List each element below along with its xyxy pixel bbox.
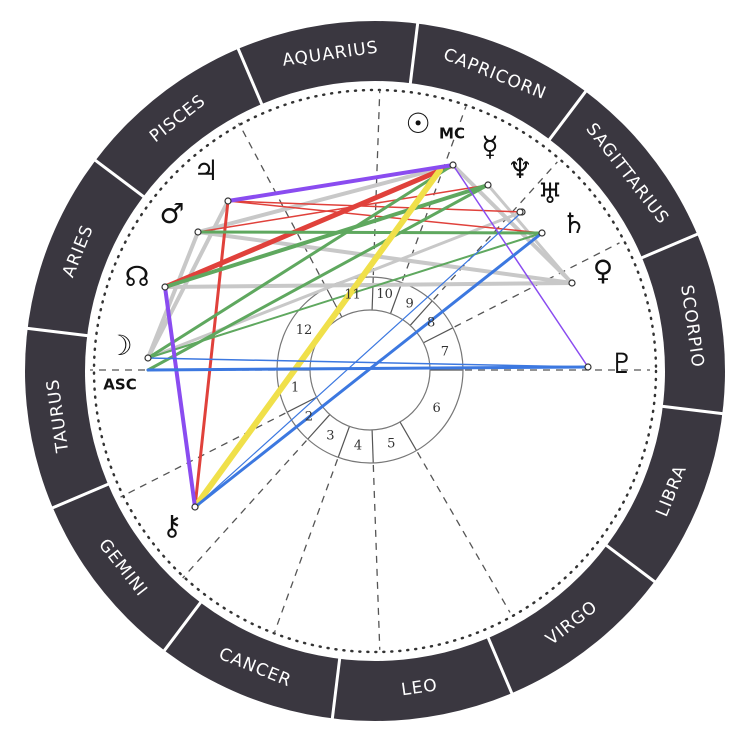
house-cusp-dash bbox=[237, 122, 326, 287]
house-number: 2 bbox=[305, 409, 313, 424]
aspect-line bbox=[163, 281, 574, 289]
sign-separator bbox=[408, 22, 420, 85]
house-cusp bbox=[371, 277, 374, 311]
planet-point bbox=[191, 503, 199, 511]
inner-disc bbox=[85, 81, 665, 661]
house-cusp bbox=[409, 300, 433, 326]
degree-ring bbox=[92, 88, 658, 654]
planet-glyph: ♄ bbox=[561, 207, 586, 240]
aspect-line bbox=[227, 200, 523, 213]
aspect-line bbox=[196, 230, 544, 235]
aspect-line bbox=[146, 163, 455, 360]
aspect-line bbox=[192, 167, 443, 510]
planet-glyph: ☿ bbox=[481, 130, 498, 163]
sign-separator bbox=[93, 158, 146, 199]
house-cusp bbox=[371, 429, 374, 463]
house-number: 1 bbox=[291, 380, 299, 395]
planets: ☉ ☿ ♆♅♄♀ ♇ ♃ ♂ ☊ ☽ ⚷ bbox=[107, 107, 634, 542]
planet-glyph: ♃ bbox=[193, 154, 218, 187]
planet-point bbox=[161, 283, 169, 291]
house-cusp-dash bbox=[120, 412, 286, 498]
house-number: 10 bbox=[376, 287, 393, 302]
aspect-line bbox=[451, 163, 574, 285]
house-number: 5 bbox=[387, 437, 395, 452]
sign-separator bbox=[330, 657, 342, 720]
aspect-lines bbox=[146, 162, 590, 510]
aspect-line bbox=[147, 357, 589, 368]
house-cusps bbox=[90, 90, 650, 650]
house-cusp-dash bbox=[182, 440, 307, 579]
sign-separator bbox=[640, 232, 699, 260]
house-cusp-dash bbox=[416, 451, 511, 613]
aspect-line bbox=[193, 231, 544, 509]
sign-separator bbox=[604, 543, 657, 584]
planet-point bbox=[568, 279, 576, 287]
planet-glyph: ♀ bbox=[593, 254, 614, 287]
planet-glyph: ☉ bbox=[405, 107, 430, 140]
house-cusp-dash bbox=[372, 464, 381, 650]
house-cusp bbox=[389, 282, 403, 314]
house-number: 9 bbox=[406, 296, 414, 311]
aspect-line bbox=[196, 163, 455, 234]
sign-separator bbox=[51, 482, 110, 510]
aspect-line bbox=[196, 230, 574, 285]
aspect-line bbox=[146, 210, 524, 360]
planet-glyph: ♇ bbox=[609, 347, 634, 380]
planet-point bbox=[224, 197, 232, 205]
sign-separator bbox=[547, 89, 588, 142]
house-number: 11 bbox=[344, 287, 361, 302]
sign-separator bbox=[486, 636, 514, 695]
aspect-line bbox=[193, 199, 230, 509]
house-cusp bbox=[337, 426, 351, 458]
planet-point bbox=[449, 161, 457, 169]
house-number: 12 bbox=[296, 323, 313, 338]
aspect-line bbox=[163, 183, 490, 289]
house-cusp bbox=[286, 396, 317, 413]
aspect-line bbox=[146, 230, 200, 360]
planet-point bbox=[516, 208, 524, 216]
aspect-line bbox=[197, 184, 489, 233]
planet-glyph: ⚷ bbox=[162, 509, 183, 542]
house-number: 8 bbox=[427, 316, 435, 331]
aspect-line bbox=[163, 285, 197, 509]
aspect-line bbox=[194, 211, 523, 508]
aspect-line bbox=[226, 163, 455, 203]
house-cusp-dash bbox=[372, 90, 381, 276]
planet-point bbox=[484, 181, 492, 189]
sign-separator bbox=[236, 47, 264, 106]
house-number: 3 bbox=[326, 429, 334, 444]
house-cusp-dash bbox=[273, 459, 339, 634]
planet-glyph: ☽ bbox=[107, 329, 132, 362]
planet-glyph: ♂ bbox=[159, 197, 184, 230]
planet-point bbox=[584, 363, 592, 371]
planet-point bbox=[144, 354, 152, 362]
sign-separator bbox=[162, 600, 203, 653]
sign-separator bbox=[26, 326, 89, 338]
aspect-line bbox=[162, 162, 456, 290]
mc-label: MC bbox=[439, 125, 465, 143]
planet-glyph: ☊ bbox=[125, 260, 150, 293]
planet-point bbox=[194, 228, 202, 236]
house-number: 4 bbox=[354, 439, 362, 454]
house-cusp-dash bbox=[433, 161, 558, 300]
planet-point bbox=[538, 229, 546, 237]
house-cusp bbox=[399, 421, 418, 451]
house-number: 6 bbox=[433, 401, 441, 416]
house-cusp bbox=[423, 327, 454, 344]
planet-glyph: ♆ bbox=[507, 152, 532, 185]
sign-separator bbox=[661, 404, 724, 416]
house-cusp bbox=[307, 414, 331, 440]
planet-glyph: ♅ bbox=[537, 177, 562, 210]
asc-label: ASC bbox=[103, 376, 136, 394]
house-number: 7 bbox=[441, 345, 449, 360]
aspect-line bbox=[452, 164, 589, 368]
